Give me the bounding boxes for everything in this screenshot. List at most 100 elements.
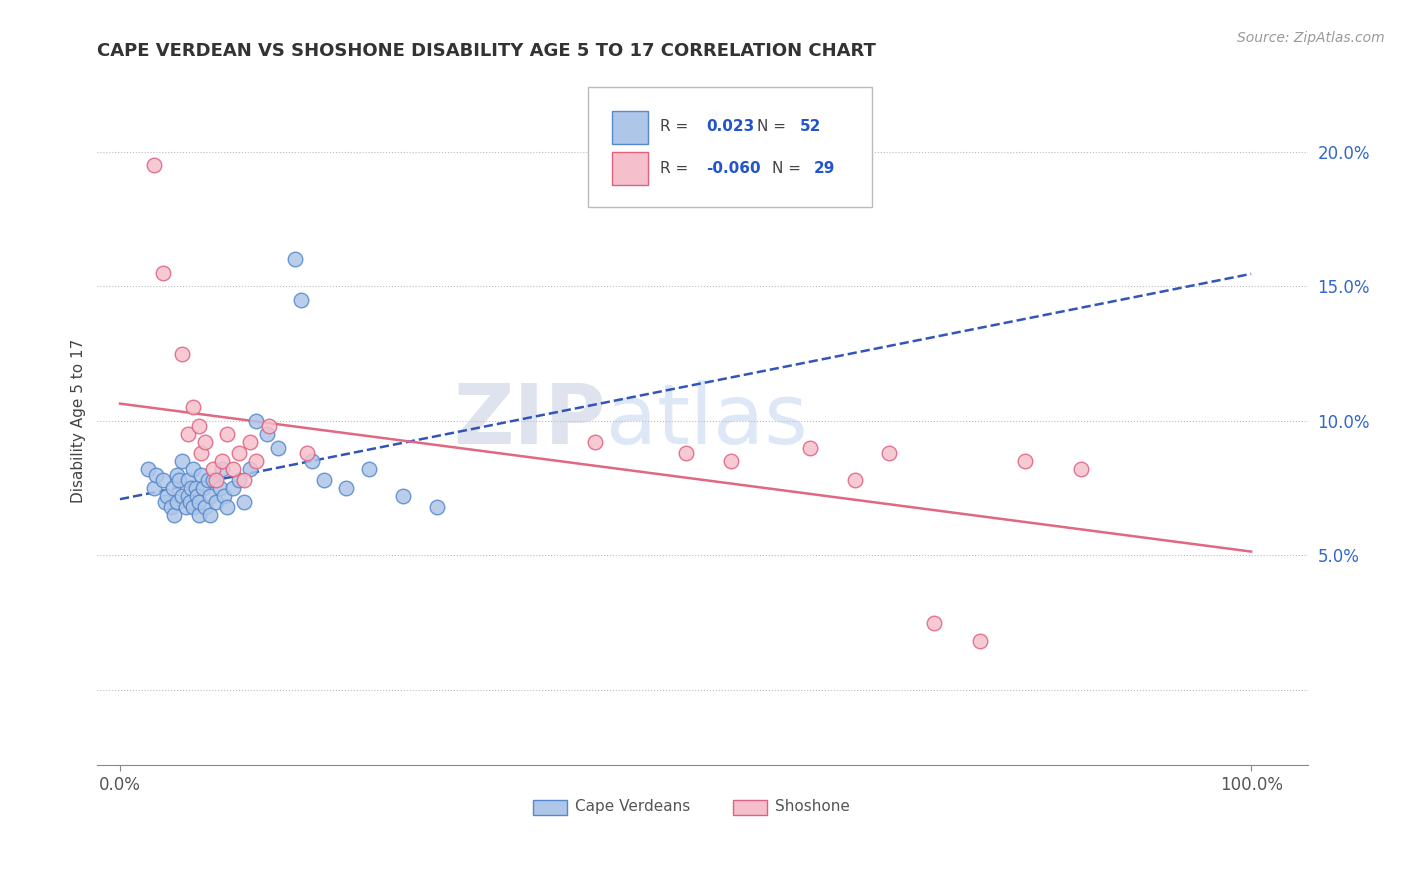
Point — [183, 462, 205, 476]
Point — [217, 500, 239, 514]
Text: ZIP: ZIP — [453, 380, 606, 461]
Point — [426, 500, 449, 514]
Point — [136, 462, 159, 476]
Point — [267, 441, 290, 455]
Point — [357, 462, 380, 476]
Point — [152, 266, 174, 280]
Point — [233, 494, 256, 508]
Text: 52: 52 — [800, 120, 821, 135]
Point — [290, 293, 312, 307]
Point — [177, 427, 200, 442]
Point — [245, 414, 267, 428]
Bar — [612, 153, 648, 186]
Point — [200, 508, 222, 522]
Point — [172, 489, 194, 503]
Point — [720, 454, 742, 468]
Point — [174, 500, 197, 514]
Y-axis label: Disability Age 5 to 17: Disability Age 5 to 17 — [72, 339, 86, 503]
Point — [183, 401, 205, 415]
Point — [160, 500, 183, 514]
Text: -0.060: -0.060 — [706, 161, 761, 176]
Point — [1070, 462, 1092, 476]
Point — [188, 508, 211, 522]
Point — [583, 435, 606, 450]
Point — [222, 481, 245, 495]
Point — [284, 252, 307, 267]
Point — [245, 454, 267, 468]
Text: N =: N = — [772, 161, 806, 176]
Point — [184, 481, 207, 495]
Point — [188, 494, 211, 508]
Point — [228, 473, 250, 487]
Text: N =: N = — [756, 120, 790, 135]
Point — [142, 158, 165, 172]
Point — [799, 441, 821, 455]
Text: Shoshone: Shoshone — [775, 799, 851, 814]
Point — [183, 500, 205, 514]
Point — [256, 427, 278, 442]
Text: CAPE VERDEAN VS SHOSHONE DISABILITY AGE 5 TO 17 CORRELATION CHART: CAPE VERDEAN VS SHOSHONE DISABILITY AGE … — [97, 42, 876, 60]
Point — [295, 446, 318, 460]
Point — [152, 473, 174, 487]
Point — [197, 473, 219, 487]
Point — [142, 481, 165, 495]
Point — [167, 473, 190, 487]
Point — [190, 467, 212, 482]
Point — [194, 500, 217, 514]
Point — [145, 467, 167, 482]
Text: R =: R = — [661, 161, 693, 176]
Point — [180, 481, 202, 495]
Text: R =: R = — [661, 120, 693, 135]
Point — [186, 489, 208, 503]
Bar — [533, 799, 567, 814]
Point — [212, 489, 235, 503]
Point — [924, 615, 946, 630]
Point — [190, 446, 212, 460]
Point — [211, 462, 233, 476]
Point — [162, 481, 184, 495]
Point — [301, 454, 323, 468]
Point — [156, 489, 179, 503]
Point — [211, 454, 233, 468]
Point — [312, 473, 335, 487]
Point — [222, 462, 245, 476]
Text: 0.023: 0.023 — [706, 120, 755, 135]
Point — [228, 446, 250, 460]
Point — [675, 446, 697, 460]
Text: atlas: atlas — [606, 380, 807, 461]
Point — [844, 473, 866, 487]
Bar — [733, 799, 766, 814]
Point — [208, 481, 231, 495]
Text: Source: ZipAtlas.com: Source: ZipAtlas.com — [1237, 31, 1385, 45]
Point — [205, 473, 228, 487]
Point — [188, 419, 211, 434]
Bar — [612, 111, 648, 145]
Point — [335, 481, 357, 495]
Point — [391, 489, 413, 503]
Point — [205, 494, 228, 508]
Point — [172, 454, 194, 468]
Point — [969, 634, 991, 648]
Point — [217, 427, 239, 442]
Point — [179, 494, 201, 508]
Point — [877, 446, 900, 460]
Point — [233, 473, 256, 487]
Point — [201, 462, 224, 476]
Point — [163, 508, 186, 522]
Point — [239, 462, 262, 476]
Point — [166, 467, 188, 482]
Text: 29: 29 — [814, 161, 835, 176]
Point — [172, 346, 194, 360]
Point — [155, 494, 177, 508]
Point — [177, 489, 200, 503]
Point — [200, 489, 222, 503]
Point — [239, 435, 262, 450]
Point — [177, 473, 200, 487]
Point — [259, 419, 281, 434]
FancyBboxPatch shape — [588, 87, 872, 208]
Point — [201, 473, 224, 487]
Text: Cape Verdeans: Cape Verdeans — [575, 799, 690, 814]
Point — [191, 481, 214, 495]
Point — [166, 494, 188, 508]
Point — [1014, 454, 1036, 468]
